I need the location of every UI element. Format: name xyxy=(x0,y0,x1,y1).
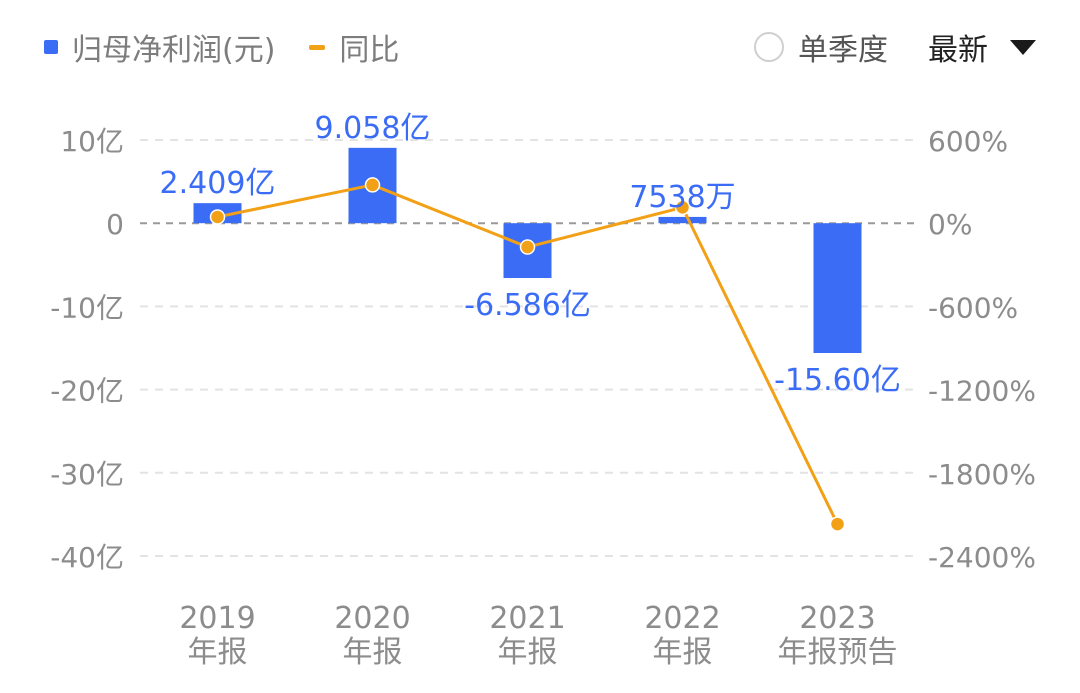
right-axis-tick-label: -2400% xyxy=(928,541,1036,574)
left-axis-tick-label: -30亿 xyxy=(50,458,124,491)
category-label-line: 2019 xyxy=(179,601,255,636)
yoy-point xyxy=(209,209,226,225)
bar-data-label: 9.058亿 xyxy=(315,111,431,146)
caret-down-icon[interactable] xyxy=(1010,39,1036,55)
category-label: 2023 年报预告 xyxy=(778,601,898,670)
chart-controls: 单季度 最新 xyxy=(754,22,1036,72)
legend-line-swatch xyxy=(309,44,326,50)
category-label-line: 2020 xyxy=(334,601,410,636)
bar-data-label: 7538万 xyxy=(629,180,735,215)
bar-data-label: -6.586亿 xyxy=(464,288,591,323)
category-label-line: 年报 xyxy=(498,635,558,670)
category-label-line: 2022 xyxy=(644,601,720,636)
left-axis-tick-label: 0 xyxy=(106,208,124,241)
left-axis-tick-label: -20亿 xyxy=(50,375,124,408)
left-axis-tick-label: -10亿 xyxy=(50,291,124,324)
category-label-line: 年报 xyxy=(343,635,403,670)
legend-bar-swatch xyxy=(44,40,58,54)
category-label-line: 年报 xyxy=(653,635,713,670)
period-dropdown-label[interactable]: 最新 xyxy=(928,33,988,68)
quarter-radio[interactable] xyxy=(754,32,784,62)
right-axis-tick-label: -1200% xyxy=(928,375,1036,408)
legend-item-net-profit: 归母净利润(元) xyxy=(44,25,275,69)
yoy-point xyxy=(364,177,381,193)
period-dropdown[interactable]: 最新 xyxy=(928,25,1036,69)
category-label: 2022 年报 xyxy=(644,601,720,670)
yoy-point xyxy=(519,239,536,255)
legend-net-profit-label: 归母净利润(元) xyxy=(72,33,276,68)
bar-data-label: -15.60亿 xyxy=(774,363,901,398)
left-axis-tick-label: 10亿 xyxy=(60,125,124,158)
right-axis-tick-label: -600% xyxy=(928,291,1018,324)
right-axis-tick-label: -1800% xyxy=(928,458,1036,491)
category-label: 2020 年报 xyxy=(334,601,410,670)
bar xyxy=(813,223,862,353)
bar-data-label: 2.409亿 xyxy=(160,166,276,201)
legend-item-yoy: 同比 xyxy=(309,25,399,69)
category-label-line: 年报 xyxy=(188,635,248,670)
right-axis-tick-label: 600% xyxy=(928,125,1008,158)
quarter-label[interactable]: 单季度 xyxy=(798,33,888,68)
yoy-point xyxy=(674,199,691,216)
category-label-line: 2023 xyxy=(799,601,875,636)
category-label-line: 2021 xyxy=(489,601,565,636)
legend-yoy-label: 同比 xyxy=(339,33,400,68)
right-axis-tick-label: 0% xyxy=(928,208,972,241)
bar xyxy=(658,216,707,224)
category-label: 2019 年报 xyxy=(179,601,255,670)
left-axis-tick-label: -40亿 xyxy=(50,541,124,574)
yoy-point xyxy=(829,516,846,532)
chart-legend: 归母净利润(元) 同比 xyxy=(44,22,433,72)
category-label-line: 年报预告 xyxy=(778,635,898,670)
category-label: 2021 年报 xyxy=(489,601,565,670)
